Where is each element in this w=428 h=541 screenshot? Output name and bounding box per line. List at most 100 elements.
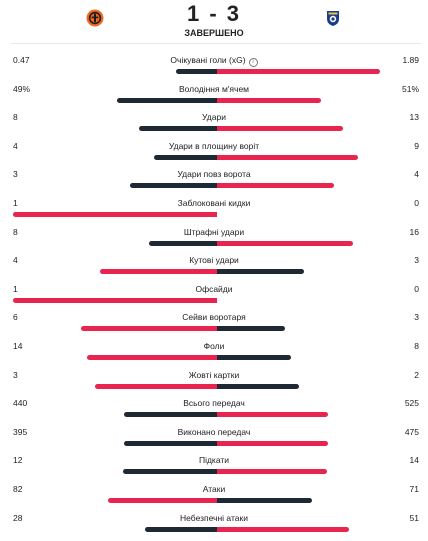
stat-row: 3 Жовті картки 2 [0, 368, 428, 397]
away-value: 2 [414, 369, 419, 380]
away-bar [217, 97, 322, 103]
home-bar [144, 526, 217, 532]
stat-row: 1 Заблоковані кидки 0 [0, 196, 428, 225]
match-status: ЗАВЕРШЕНО [184, 28, 244, 38]
away-bar-track [217, 497, 421, 503]
stat-label-text: Удари повз ворота [177, 169, 251, 180]
stat-row: 6 Сейви воротаря 3 [0, 310, 428, 339]
stat-label: Удари в площину воріт [114, 139, 314, 153]
home-bar [122, 469, 217, 475]
away-bar-track [217, 97, 421, 103]
away-bar-track [217, 354, 421, 360]
stat-row: 440 Всього передач 525 [0, 396, 428, 425]
away-bar [217, 154, 359, 160]
stat-label-text: Заблоковані кидки [177, 197, 251, 208]
header-divider [10, 43, 422, 44]
home-value: 1 [13, 197, 18, 208]
away-bar [217, 69, 381, 74]
away-bar-track [217, 212, 421, 217]
away-bar-track [217, 269, 421, 275]
home-bar-track [13, 126, 217, 132]
home-value: 6 [13, 312, 18, 323]
home-value: 395 [13, 426, 28, 437]
home-bar-track [13, 240, 217, 246]
away-bar-track [217, 298, 421, 303]
stat-row: 14 Фоли 8 [0, 339, 428, 368]
home-bar [124, 440, 217, 446]
home-bar-track [13, 97, 217, 103]
home-bar-track [13, 326, 217, 332]
shakhtar-crest-icon[interactable] [86, 9, 104, 27]
away-value: 8 [414, 340, 419, 351]
home-value: 4 [13, 140, 18, 151]
home-bar-track [13, 297, 217, 303]
away-bar [217, 412, 328, 418]
away-bar [217, 469, 327, 475]
away-value: 14 [409, 455, 419, 466]
away-value: 51 [409, 512, 419, 523]
home-bar [129, 183, 217, 189]
stat-label-text: Очікувані голи (xG) [170, 55, 246, 65]
away-bar-track [217, 126, 421, 132]
home-value: 4 [13, 255, 18, 266]
info-icon[interactable]: i [248, 58, 258, 67]
stat-label: Небезпечні атаки [114, 511, 314, 525]
stat-label-text: Удари в площину воріт [168, 140, 260, 151]
away-value: 1.89 [402, 55, 419, 65]
stat-label: Офсайди [114, 282, 314, 296]
stat-row: 0.47 Очікувані голи (xG) i 1.89 [0, 53, 428, 82]
home-bar [94, 383, 217, 389]
home-bar-track [13, 211, 217, 217]
home-bar-track [13, 497, 217, 503]
stat-row: 49% Володіння м'ячем 51% [0, 82, 428, 111]
home-value: 12 [13, 455, 23, 466]
away-bar-track [217, 154, 421, 160]
away-bar [217, 269, 305, 275]
home-value: 8 [13, 226, 18, 237]
away-bar [217, 326, 285, 332]
stat-label: Фоли [114, 339, 314, 353]
stat-label-text: Атаки [202, 483, 226, 494]
home-bar [87, 354, 217, 360]
away-value: 525 [404, 398, 419, 409]
away-bar [217, 526, 349, 532]
stat-row: 82 Атаки 71 [0, 482, 428, 511]
away-value: 16 [409, 226, 419, 237]
stat-label: Удари [114, 110, 314, 124]
away-bar-track [217, 440, 421, 446]
away-value: 4 [414, 169, 419, 180]
away-bar [217, 183, 334, 189]
home-bar [100, 269, 217, 275]
away-bar-track [217, 240, 421, 246]
stat-row: 8 Удари 13 [0, 110, 428, 139]
home-bar [107, 497, 217, 503]
away-value: 0 [414, 197, 419, 208]
home-value: 14 [13, 340, 23, 351]
away-bar-track [217, 469, 421, 475]
stats-list: 0.47 Очікувані голи (xG) i 1.89 49% Володіння… [0, 53, 428, 539]
stat-label: Підкати [114, 453, 314, 467]
stat-row: 12 Підкати 14 [0, 453, 428, 482]
stat-row: 3 Удари повз ворота 4 [0, 167, 428, 196]
home-value: 0.47 [13, 55, 30, 65]
away-value: 51% [401, 83, 419, 94]
home-bar [13, 211, 217, 217]
home-value: 3 [13, 369, 18, 380]
away-bar [217, 440, 329, 446]
home-value: 82 [13, 483, 23, 494]
away-bar [217, 354, 292, 360]
stat-label: Виконано передач [114, 425, 314, 439]
home-bar-track [13, 183, 217, 189]
home-value: 440 [13, 398, 28, 409]
away-bar [217, 240, 353, 246]
stat-label-text: Жовті картки [188, 369, 240, 380]
match-header: 1 - 3 ЗАВЕРШЕНО [0, 0, 428, 42]
away-value: 13 [409, 112, 419, 123]
match-score: 1 - 3 [186, 1, 242, 26]
stat-label: Штрафні удари [114, 225, 314, 239]
porto-crest-icon[interactable] [324, 9, 342, 27]
stat-label-text: Кутові удари [189, 255, 239, 266]
home-bar [154, 154, 217, 160]
home-bar-track [13, 383, 217, 389]
away-value: 9 [414, 140, 419, 151]
